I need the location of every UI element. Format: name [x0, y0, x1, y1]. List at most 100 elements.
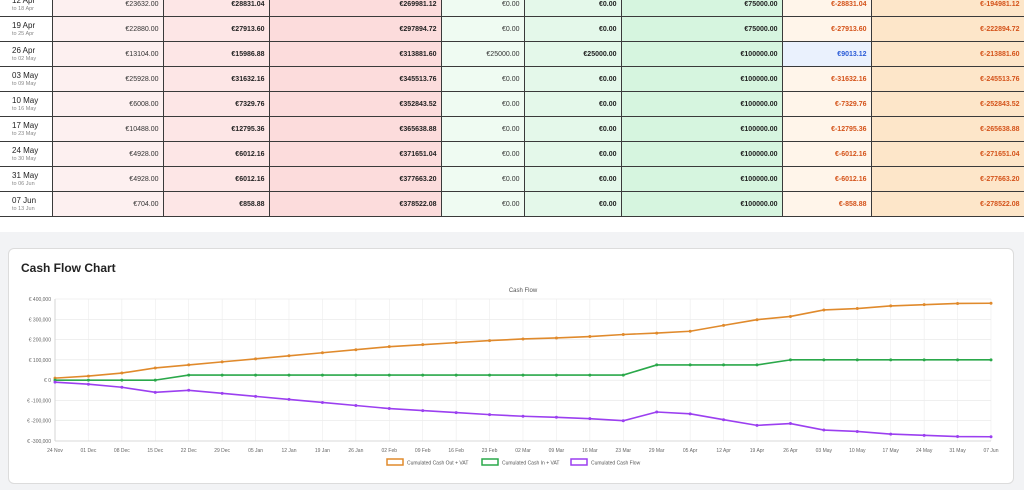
- data-point: [421, 373, 425, 377]
- data-point: [621, 333, 625, 336]
- y-tick-label: € 300,000: [29, 317, 51, 323]
- value-cell-c7: €-31632.16: [781, 66, 872, 92]
- table-row: 03 May to 09 May €25928.00 €31632.16 €345513…: [0, 66, 1024, 92]
- value-cell-c5: €0.00: [523, 16, 622, 42]
- data-point: [254, 394, 258, 398]
- data-point: [120, 385, 124, 389]
- week-cell: 10 May to 16 May: [0, 91, 53, 117]
- value-cell-c7: €-28831.04: [781, 0, 872, 17]
- x-tick-label: 05 Apr: [683, 448, 698, 454]
- data-point: [120, 378, 124, 382]
- data-point: [989, 358, 993, 362]
- week-start: 12 Apr: [12, 0, 36, 5]
- data-point: [387, 407, 391, 411]
- x-tick-label: 10 May: [849, 448, 866, 454]
- value-cell-c2: €12795.36: [162, 116, 270, 142]
- value-cell-c6: €100000.00: [620, 166, 783, 192]
- week-cell: 03 May to 09 May: [0, 66, 53, 92]
- x-tick-label: 08 Dec: [114, 448, 130, 454]
- value-cell-c2: €6012.16: [162, 141, 270, 167]
- week-end: to 18 Apr: [12, 5, 35, 12]
- data-point: [454, 411, 458, 415]
- value-cell-c8: €-277663.20: [870, 166, 1024, 192]
- data-point: [822, 308, 826, 312]
- x-tick-label: 12 Jan: [281, 448, 296, 454]
- value-cell-c3: €365638.88: [268, 116, 442, 142]
- data-point: [287, 397, 291, 401]
- value-cell-c4: €0.00: [440, 16, 525, 42]
- data-point: [153, 378, 157, 382]
- data-point: [755, 363, 759, 367]
- week-start: 10 May: [12, 95, 39, 105]
- data-point: [287, 373, 291, 377]
- week-end: to 30 May: [12, 155, 37, 162]
- data-point: [187, 388, 191, 392]
- x-tick-label: 01 Dec: [81, 448, 97, 454]
- week-end: to 13 Jun: [12, 205, 35, 212]
- chart-title: Cash Flow: [509, 288, 538, 294]
- value-cell-c8: €-271651.04: [870, 141, 1024, 167]
- value-cell-c2: €27913.60: [162, 16, 270, 42]
- data-point: [956, 358, 960, 362]
- data-point: [354, 404, 358, 407]
- y-tick-label: € -300,000: [27, 439, 51, 445]
- data-point: [855, 307, 859, 311]
- data-point: [688, 329, 692, 333]
- x-tick-label: 26 Apr: [783, 448, 798, 454]
- value-cell-c4: €0.00: [440, 91, 525, 117]
- value-cell-c7: €9013.12: [781, 41, 872, 67]
- data-point: [120, 371, 124, 375]
- table-row: 19 Apr to 25 Apr €22880.00 €27913.60 €297894…: [0, 16, 1024, 42]
- data-point: [855, 358, 859, 362]
- value-cell-c2: €7329.76: [162, 91, 270, 117]
- value-cell-c2: €15986.88: [162, 41, 270, 67]
- week-end: to 25 Apr: [12, 30, 35, 37]
- x-tick-label: 23 Feb: [482, 448, 498, 454]
- data-point: [722, 418, 726, 422]
- value-cell-c7: €-6012.16: [781, 166, 872, 192]
- value-cell-c8: €-213881.60: [870, 41, 1024, 67]
- value-cell-c8: €-194981.12: [870, 0, 1024, 17]
- table-row: 12 Apr to 18 Apr €23632.00 €28831.04 €269981…: [0, 0, 1024, 17]
- value-cell-c7: €-27913.60: [781, 16, 872, 42]
- data-point: [655, 363, 659, 367]
- data-point: [688, 363, 692, 367]
- weekly-cash-table-container[interactable]: 12 Apr to 18 Apr €23632.00 €28831.04 €269981…: [0, 0, 1024, 232]
- value-cell-c4: €0.00: [440, 0, 525, 17]
- x-tick-label: 29 Dec: [214, 448, 230, 454]
- value-cell-c6: €100000.00: [620, 66, 783, 92]
- data-point: [855, 429, 859, 433]
- data-point: [655, 410, 659, 414]
- value-cell-c6: €100000.00: [620, 91, 783, 117]
- legend-label: Cumulated Cash Out + VAT: [407, 461, 468, 467]
- x-tick-label: 15 Dec: [147, 448, 163, 454]
- value-cell-c4: €0.00: [440, 191, 525, 217]
- week-cell: 19 Apr to 25 Apr: [0, 16, 53, 42]
- value-cell-c1: €22880.00: [51, 16, 164, 42]
- data-point: [421, 409, 425, 413]
- data-point: [554, 415, 558, 419]
- data-point: [488, 413, 492, 417]
- data-point: [320, 373, 324, 377]
- value-cell-c5: €25000.00: [523, 41, 622, 67]
- value-cell-c5: €0.00: [523, 91, 622, 117]
- data-point: [153, 390, 157, 394]
- value-cell-c8: €-222894.72: [870, 16, 1024, 42]
- data-point: [254, 373, 258, 377]
- value-cell-c5: €0.00: [523, 166, 622, 192]
- value-cell-c1: €25928.00: [51, 66, 164, 92]
- data-point: [554, 373, 558, 377]
- x-tick-label: 03 May: [816, 448, 833, 454]
- value-cell-c7: €-858.88: [781, 191, 872, 217]
- x-tick-label: 05 Jan: [248, 448, 263, 454]
- data-point: [922, 303, 926, 307]
- data-point: [822, 358, 826, 362]
- data-point: [521, 414, 525, 418]
- y-tick-label: € 100,000: [29, 358, 51, 364]
- value-cell-c2: €6012.16: [162, 166, 270, 192]
- y-tick-label: € 400,000: [29, 297, 51, 303]
- data-point: [421, 343, 425, 347]
- data-point: [956, 301, 960, 305]
- x-tick-label: 19 Jan: [315, 448, 330, 454]
- data-point: [320, 400, 324, 404]
